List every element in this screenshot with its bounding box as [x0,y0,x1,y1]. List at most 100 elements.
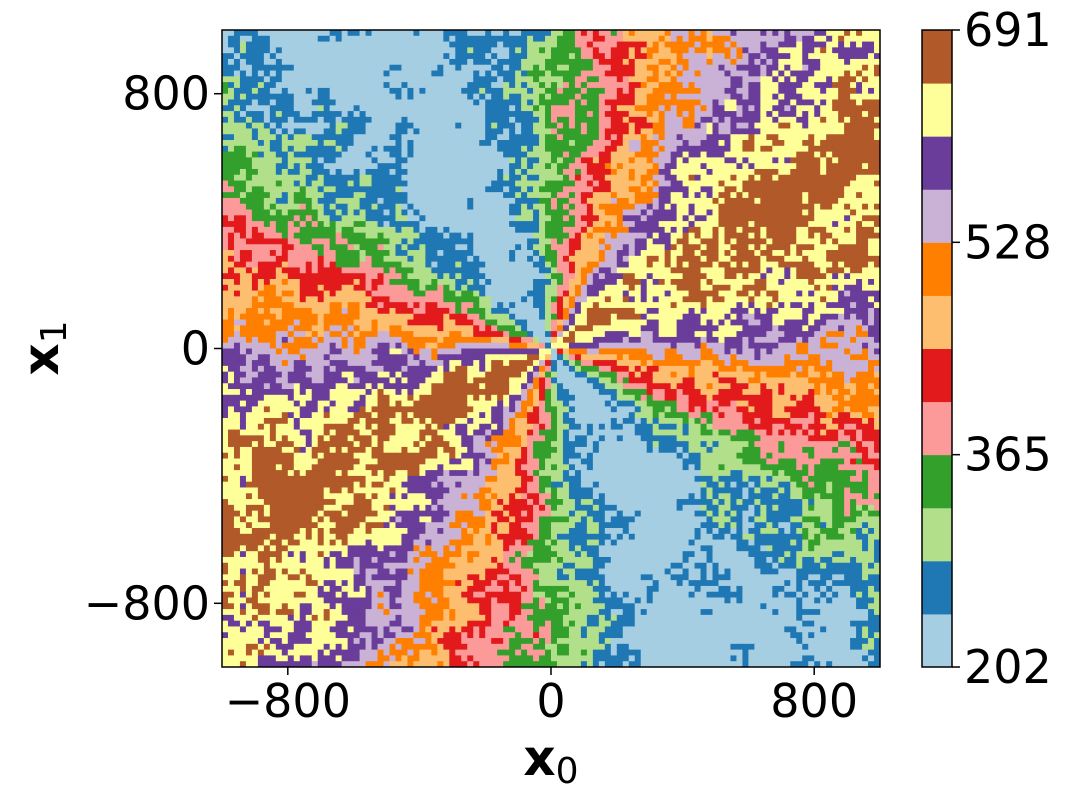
contour-cell [293,209,301,216]
contour-cell [455,174,462,182]
contour-cell [754,168,761,176]
contour-cell [533,250,540,257]
contour-cell [329,209,337,216]
contour-cell [545,105,552,112]
contour-cell [317,140,325,147]
contour-cell [754,111,761,118]
contour-cell [443,140,450,147]
contour-cell [443,203,450,211]
contour-cell [598,53,606,60]
contour-cell [586,58,594,66]
contour-cell [551,244,558,251]
contour-cell [275,111,283,118]
contour-cell [437,186,444,193]
contour-cell [556,197,564,205]
contour-cell [533,134,540,141]
contour-cell [515,261,522,269]
contour-cell [706,47,714,54]
contour-cell [556,209,564,216]
contour-cell [341,232,349,240]
contour-cell [227,232,235,240]
contour-cell [772,116,779,124]
contour-cell [437,87,444,95]
contour-cell [694,134,702,141]
contour-cell [862,105,869,112]
contour-cell [724,122,732,130]
contour-cell [533,209,540,216]
contour-cell [227,238,235,245]
contour-cell [670,180,678,187]
contour-cell [718,140,726,147]
contour-cell [718,232,726,240]
contour-cell [652,192,660,199]
contour-cell [473,215,480,222]
contour-cell [263,273,271,280]
contour-cell [371,232,379,240]
contour-cell [712,267,720,274]
contour-cell [425,267,432,274]
contour-cell [556,111,564,118]
contour-cell [730,192,738,199]
contour-cell [527,232,534,240]
contour-cell [455,168,462,176]
contour-cell [694,186,702,193]
contour-cell [293,111,301,118]
contour-cell [341,238,349,245]
contour-cell [766,215,773,222]
contour-cell [754,47,761,54]
contour-cell [706,192,714,199]
contour-cell [509,87,516,95]
contour-cell [844,255,851,263]
contour-cell [515,70,522,77]
contour-cell [467,111,474,118]
contour-cell [461,157,468,164]
contour-cell [407,226,415,234]
contour-cell [467,116,474,124]
contour-cell [485,244,492,251]
contour-cell [586,157,594,164]
contour-cell [353,134,361,141]
contour-cell [628,157,636,164]
contour-cell [407,105,415,112]
contour-cell [287,186,295,193]
contour-cell [227,76,235,83]
contour-cell [251,180,259,187]
contour-cell [305,64,313,72]
contour-cell [347,284,355,292]
contour-cell [592,134,600,141]
contour-cell [551,76,558,83]
contour-cell [431,290,438,297]
contour-cell [545,203,552,211]
contour-cell [257,244,265,251]
contour-cell [239,232,247,240]
contour-cell [712,145,720,153]
contour-cell [802,221,809,228]
contour-cell [814,134,821,141]
contour-cell [323,134,331,141]
contour-cell [491,151,498,158]
contour-cell [610,99,618,106]
contour-cell [299,93,307,101]
contour-cell [748,226,755,234]
contour-cell [718,99,726,106]
contour-cell [479,215,486,222]
contour-cell [449,157,456,164]
contour-cell [820,197,827,205]
contour-cell [748,105,755,112]
contour-cell [796,105,803,112]
contour-cell [335,255,343,263]
contour-cell [724,267,732,274]
contour-cell [323,116,331,124]
contour-cell [868,145,875,153]
contour-cell [784,53,791,60]
contour-cell [736,157,744,164]
contour-cell [311,53,319,60]
contour-cell [628,140,636,147]
contour-cell [377,151,385,158]
contour-cell [814,64,821,72]
contour-cell [419,93,426,101]
contour-cell [275,267,283,274]
contour-cell [628,105,636,112]
contour-cell [431,128,438,135]
contour-cell [694,47,702,54]
